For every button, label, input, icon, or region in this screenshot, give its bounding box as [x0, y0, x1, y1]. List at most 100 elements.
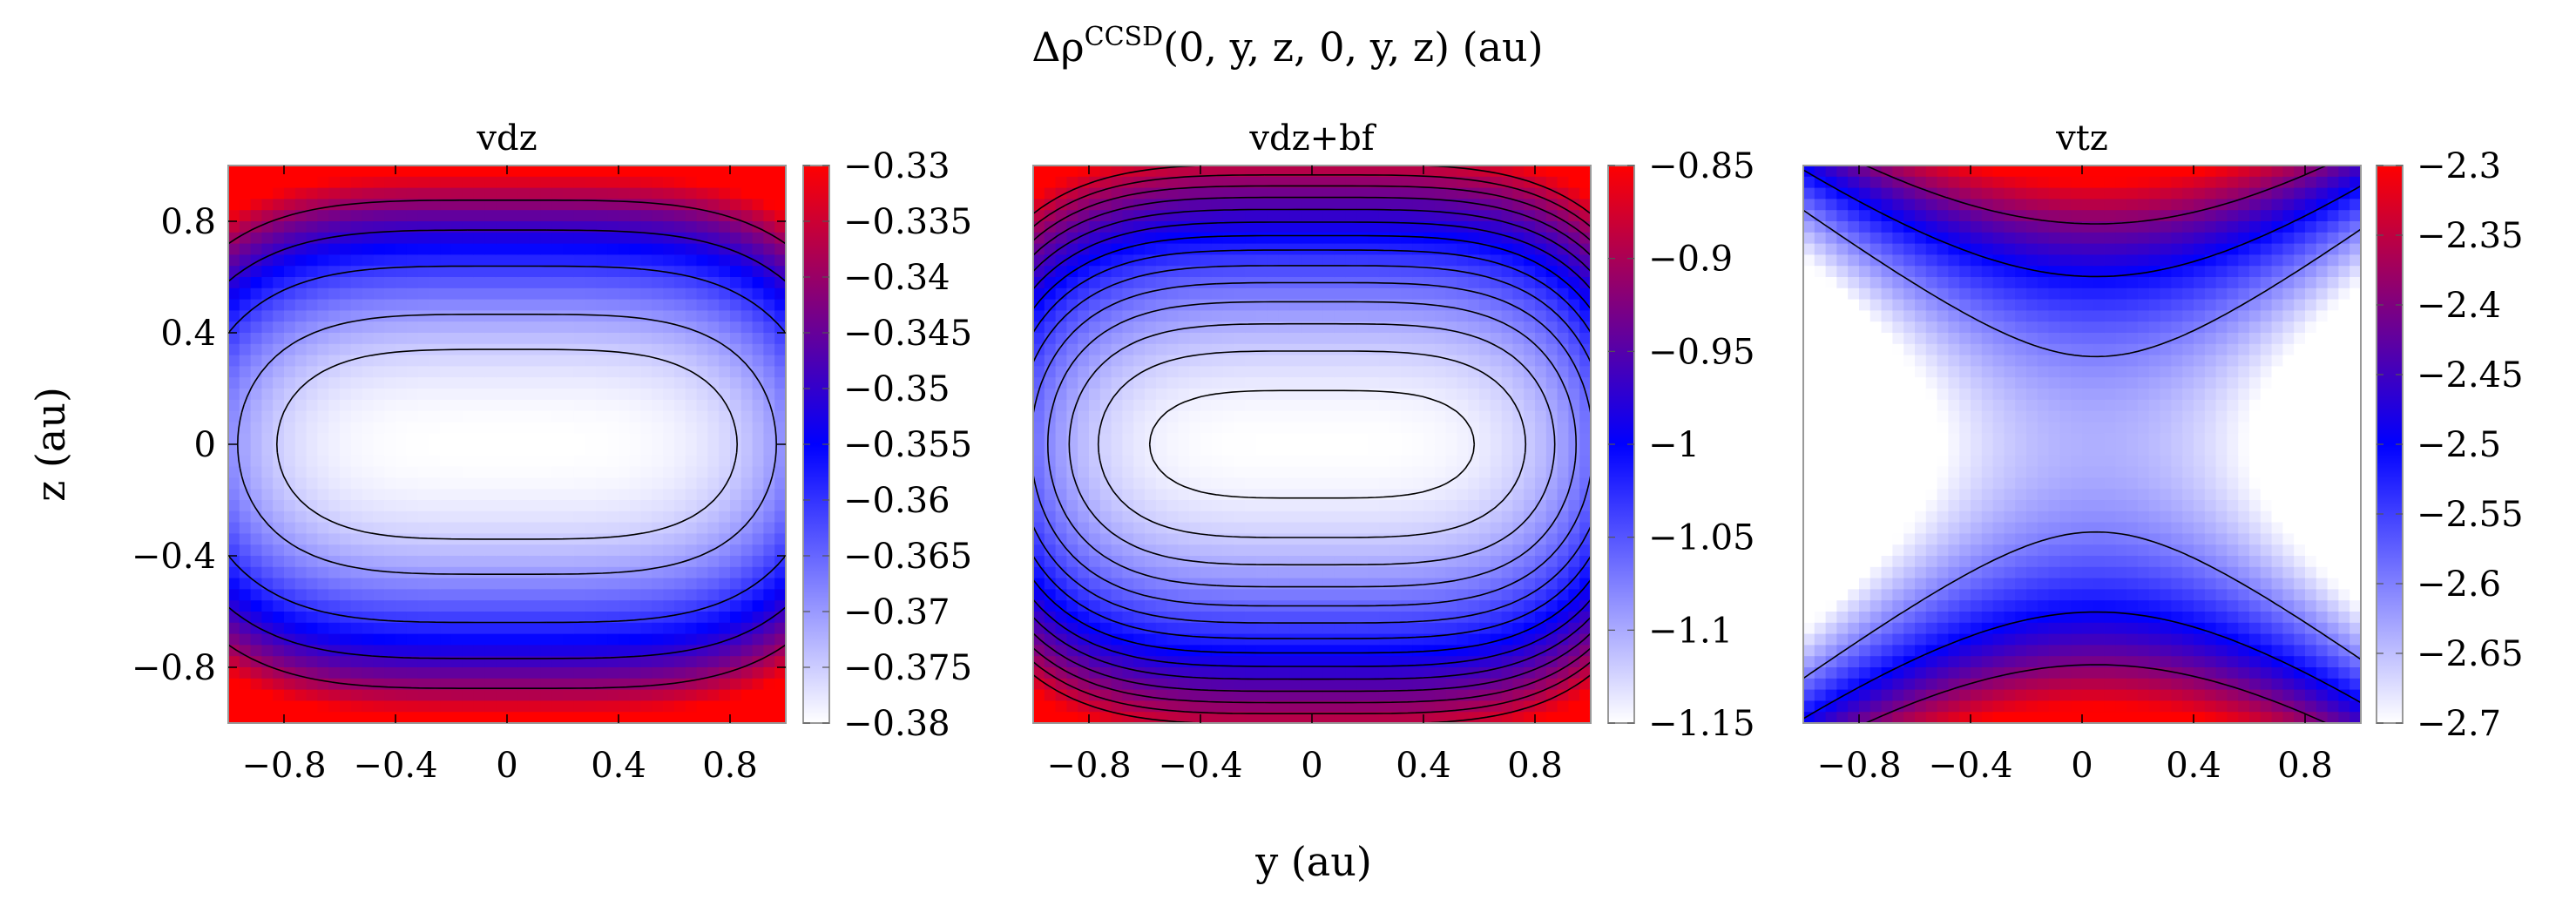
- heatmap-cell: [239, 210, 252, 222]
- heatmap-cell: [1267, 656, 1280, 668]
- heatmap-cell: [1535, 612, 1547, 624]
- heatmap-cell: [674, 578, 686, 590]
- heatmap-cell: [1033, 489, 1045, 501]
- heatmap-cell: [1457, 522, 1469, 534]
- heatmap-cell: [1256, 366, 1268, 378]
- heatmap-cell: [1200, 645, 1213, 657]
- figure-title-args: (0, y, z, 0, y, z) (au): [1163, 24, 1543, 71]
- heatmap-cell: [417, 556, 429, 568]
- heatmap-cell: [774, 500, 786, 512]
- heatmap-cell: [406, 712, 419, 723]
- heatmap-cell: [640, 254, 652, 267]
- heatmap-cell: [707, 455, 720, 468]
- heatmap-cell: [473, 700, 485, 713]
- heatmap-cell: [239, 533, 252, 545]
- heatmap-cell: [406, 544, 419, 557]
- heatmap-cell: [1490, 466, 1503, 478]
- heatmap-cell: [1535, 232, 1547, 245]
- heatmap-cell: [451, 254, 463, 267]
- heatmap-cell: [1055, 343, 1067, 356]
- heatmap-cell: [1200, 533, 1213, 545]
- heatmap-cell: [306, 254, 318, 267]
- heatmap-cell: [563, 310, 575, 322]
- heatmap-cell: [1512, 343, 1525, 356]
- heatmap-cell: [384, 477, 396, 490]
- heatmap-cell: [440, 444, 452, 456]
- heatmap-cell: [1066, 299, 1078, 311]
- heatmap-cell: [1044, 633, 1057, 646]
- heatmap-cell: [652, 712, 664, 723]
- heatmap-cell: [1479, 266, 1491, 278]
- heatmap-cell: [719, 299, 731, 311]
- heatmap-cell: [1267, 399, 1280, 412]
- heatmap-cell: [1178, 310, 1190, 322]
- heatmap-cell: [273, 510, 285, 524]
- heatmap-cell: [496, 266, 508, 278]
- heatmap-cell: [340, 622, 352, 635]
- heatmap-cell: [596, 254, 608, 267]
- heatmap-cell: [294, 522, 308, 534]
- heatmap-cell: [1133, 510, 1146, 524]
- heatmap-cell: [740, 243, 754, 255]
- heatmap-cell: [1557, 533, 1569, 545]
- heatmap-cell: [1245, 533, 1257, 545]
- heatmap-cell: [473, 522, 485, 534]
- heatmap-cell: [261, 366, 274, 378]
- heatmap-cell: [328, 277, 341, 289]
- heatmap-cell: [1501, 399, 1513, 412]
- heatmap-cell: [396, 667, 408, 680]
- heatmap-cell: [629, 221, 642, 233]
- heatmap-cell: [451, 444, 463, 456]
- heatmap-cell: [473, 433, 485, 445]
- heatmap-cell: [1301, 389, 1313, 401]
- heatmap-cell: [573, 612, 586, 624]
- heatmap-cell: [429, 678, 441, 691]
- heatmap-cell: [607, 600, 619, 612]
- heatmap-cell: [774, 444, 786, 456]
- heatmap-cell: [1524, 477, 1536, 490]
- heatmap-cell: [1066, 589, 1078, 601]
- heatmap-cell: [1412, 310, 1424, 322]
- heatmap-cell: [1245, 243, 1257, 255]
- heatmap-cell: [1044, 589, 1057, 601]
- heatmap-cell: [1089, 645, 1101, 657]
- heatmap-cell: [1557, 622, 1569, 635]
- heatmap-cell: [517, 455, 531, 468]
- heatmap-cell: [563, 667, 575, 680]
- heatmap-cell: [1356, 656, 1369, 668]
- heatmap-cell: [462, 310, 475, 322]
- heatmap-cell: [1412, 366, 1424, 378]
- heatmap-cell: [429, 444, 441, 456]
- heatmap-cell: [640, 210, 652, 222]
- heatmap-cell: [328, 656, 341, 668]
- heatmap-cell: [1289, 578, 1302, 590]
- heatmap-cell: [496, 556, 508, 568]
- heatmap-cell: [328, 444, 341, 456]
- heatmap-cell: [1166, 645, 1179, 657]
- heatmap-cell: [1267, 199, 1280, 211]
- heatmap-cell: [350, 176, 363, 189]
- heatmap-cell: [496, 187, 508, 199]
- heatmap-cell: [551, 433, 564, 445]
- heatmap-cell: [529, 566, 541, 579]
- heatmap-cell: [1557, 544, 1569, 557]
- heatmap-cell: [719, 578, 731, 590]
- heatmap-cell: [1078, 589, 1090, 601]
- heatmap-cell: [1278, 489, 1290, 501]
- heatmap-cell: [1222, 210, 1234, 222]
- heatmap-cell: [774, 243, 786, 255]
- heatmap-cell: [1245, 712, 1257, 723]
- heatmap-cell: [239, 556, 252, 568]
- heatmap-cell: [1468, 489, 1480, 501]
- heatmap-cell: [440, 422, 452, 434]
- heatmap-cell: [619, 321, 631, 334]
- heatmap-cell: [1434, 310, 1447, 322]
- heatmap-cell: [340, 544, 352, 557]
- heatmap-cell: [696, 166, 708, 178]
- heatmap-cell: [1099, 166, 1112, 178]
- heatmap-cell: [674, 433, 686, 445]
- heatmap-cell: [1200, 377, 1213, 389]
- heatmap-cell: [1545, 355, 1558, 367]
- heatmap-cell: [396, 533, 408, 545]
- heatmap-cell: [1234, 210, 1246, 222]
